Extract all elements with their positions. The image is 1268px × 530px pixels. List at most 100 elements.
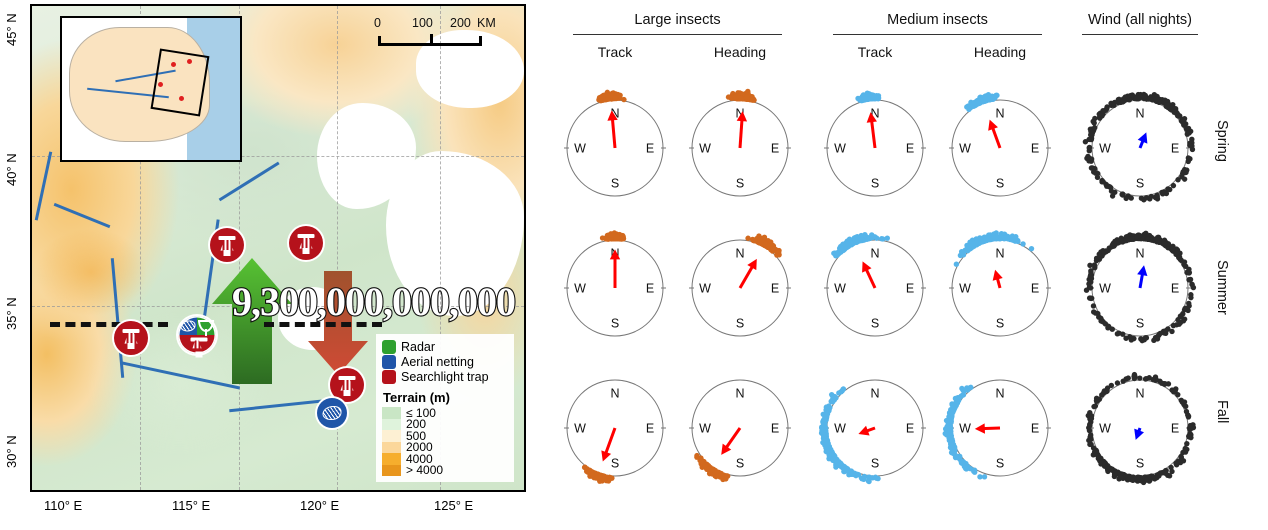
- direction-dot-cloud: [818, 386, 881, 485]
- scale-tick-0: 0: [374, 16, 381, 30]
- compass-label-E: E: [1031, 142, 1039, 156]
- mean-vector-arrowhead: [607, 110, 618, 121]
- legend-item-aerial-netting: Aerial netting: [382, 354, 508, 369]
- searchlight-trap-icon: [382, 369, 396, 384]
- mean-vector-arrowhead: [866, 112, 877, 123]
- scale-tick-200: 200: [450, 16, 471, 30]
- circular-plot-summer-medium-track[interactable]: N E S W: [797, 210, 953, 366]
- compass-label-N: N: [995, 247, 1004, 261]
- mean-vector-line: [723, 427, 742, 450]
- compass-label-E: E: [771, 422, 779, 436]
- compass-label-W: W: [834, 282, 846, 296]
- circular-plot-fall-large-heading[interactable]: N E S W: [662, 350, 818, 506]
- compass-label-N: N: [610, 107, 619, 121]
- searchlight-trap-icon[interactable]: [289, 226, 323, 260]
- circular-plot-spring-medium-heading[interactable]: N E S W: [922, 70, 1078, 226]
- scale-tick-100: 100: [412, 16, 433, 30]
- mean-vector-line: [869, 118, 877, 149]
- mean-vector-arrowhead: [1137, 265, 1148, 277]
- searchlight-trap-icon[interactable]: [330, 368, 364, 402]
- column-subtitle: Heading: [713, 44, 767, 60]
- spring-northward-arrow: [212, 258, 292, 384]
- combined-site-marker[interactable]: [178, 316, 216, 358]
- direction-dot-cloud: [694, 452, 731, 483]
- scale-bar-graphic: [378, 34, 482, 46]
- direction-dot-cloud: [581, 464, 615, 484]
- compass-label-E: E: [1171, 142, 1179, 156]
- legend-label-searchlight-trap: Searchlight trap: [401, 369, 489, 384]
- inset-site-dot: [158, 81, 164, 87]
- terrain-class-label: 4000: [406, 451, 433, 466]
- terrain-swatch: [382, 441, 401, 453]
- circular-plot-spring-large-track[interactable]: N E S W: [537, 70, 693, 226]
- terrain-class-row: 2000: [382, 440, 508, 454]
- mean-vector-arrowhead: [721, 443, 732, 455]
- y-axis-label-45n: 45° N: [4, 13, 19, 46]
- terrain-swatch: [382, 430, 401, 442]
- terrain-swatch: [382, 407, 401, 419]
- compass-label-E: E: [906, 282, 914, 296]
- compass-label-S: S: [871, 457, 879, 471]
- circular-plot-fall-medium-track[interactable]: N E S W: [797, 350, 953, 506]
- compass-label-S: S: [736, 177, 744, 191]
- terrain-legend-title: Terrain (m): [383, 390, 450, 405]
- terrain-class-label: ≤ 100: [406, 405, 436, 420]
- compass-label-S: S: [1136, 177, 1144, 191]
- terrain-class-row: 500: [382, 429, 508, 443]
- searchlight-trap-icon[interactable]: [210, 228, 244, 262]
- mean-vector-arrowhead: [736, 111, 748, 122]
- compass-label-S: S: [871, 177, 879, 191]
- legend-item-searchlight-trap: Searchlight trap: [382, 369, 508, 384]
- circular-plot-summer-large-heading[interactable]: N E S W: [662, 210, 818, 366]
- graticule-line: [32, 306, 524, 308]
- column-group-title: Wind (all nights): [1088, 12, 1192, 28]
- mean-vector-line: [990, 125, 1002, 149]
- circular-plot-spring-medium-track[interactable]: N E S W: [797, 70, 953, 226]
- map-legend: Radar Aerial netting Searchlight trap Te…: [376, 334, 514, 482]
- searchlight-trap-icon[interactable]: [114, 321, 148, 355]
- map-plot-area[interactable]: 0 100 200 KM: [30, 4, 526, 492]
- compass-label-E: E: [646, 282, 654, 296]
- aerial-netting-icon[interactable]: [317, 398, 347, 428]
- mean-vector-line: [610, 117, 617, 149]
- circular-plot-summer-medium-heading[interactable]: N E S W: [922, 210, 1078, 366]
- direction-dot-cloud: [745, 233, 782, 258]
- graticule-line: [440, 6, 442, 490]
- circular-plot-fall-wind[interactable]: N E S W: [1062, 350, 1218, 506]
- compass-label-E: E: [906, 142, 914, 156]
- mean-vector-arrowhead: [1134, 428, 1144, 440]
- compass-label-N: N: [995, 387, 1004, 401]
- legend-label-radar: Radar: [401, 339, 436, 354]
- circular-plot-spring-large-heading[interactable]: N E S W: [662, 70, 818, 226]
- circular-plot-fall-large-track[interactable]: N E S W: [537, 350, 693, 506]
- circular-plot-summer-wind[interactable]: N E S W: [1062, 210, 1218, 366]
- compass-label-W: W: [1099, 282, 1111, 296]
- transect-dashed-line-left: [50, 322, 168, 327]
- compass-label-S: S: [611, 177, 619, 191]
- inset-overview-map[interactable]: [60, 16, 242, 162]
- compass-label-N: N: [870, 107, 879, 121]
- mean-vector-arrowhead: [862, 261, 872, 273]
- column-group-rule: [833, 34, 1042, 35]
- radar-icon: [382, 339, 396, 354]
- compass-label-E: E: [1031, 422, 1039, 436]
- direction-dot-cloud: [953, 230, 1035, 267]
- compass-label-S: S: [611, 457, 619, 471]
- map-panel: 0 100 200 KM: [0, 0, 540, 530]
- mean-vector-line: [603, 427, 617, 456]
- circular-plot-fall-medium-heading[interactable]: N E S W: [922, 350, 1078, 506]
- y-axis-label-125e: 125° E: [434, 498, 474, 513]
- terrain-swatch: [382, 453, 401, 465]
- mean-vector-line: [864, 267, 877, 289]
- graticule-line: [140, 6, 142, 490]
- compass-label-W: W: [699, 142, 711, 156]
- circular-plot-spring-wind[interactable]: N E S W: [1062, 70, 1218, 226]
- graticule-line: [337, 6, 339, 490]
- compass-label-N: N: [1135, 387, 1144, 401]
- compass-label-W: W: [959, 142, 971, 156]
- y-axis-label-40n: 40° N: [4, 153, 19, 186]
- circular-plots-panel: Large insects Track Heading Medium insects T…: [540, 0, 1268, 530]
- compass-label-S: S: [1136, 457, 1144, 471]
